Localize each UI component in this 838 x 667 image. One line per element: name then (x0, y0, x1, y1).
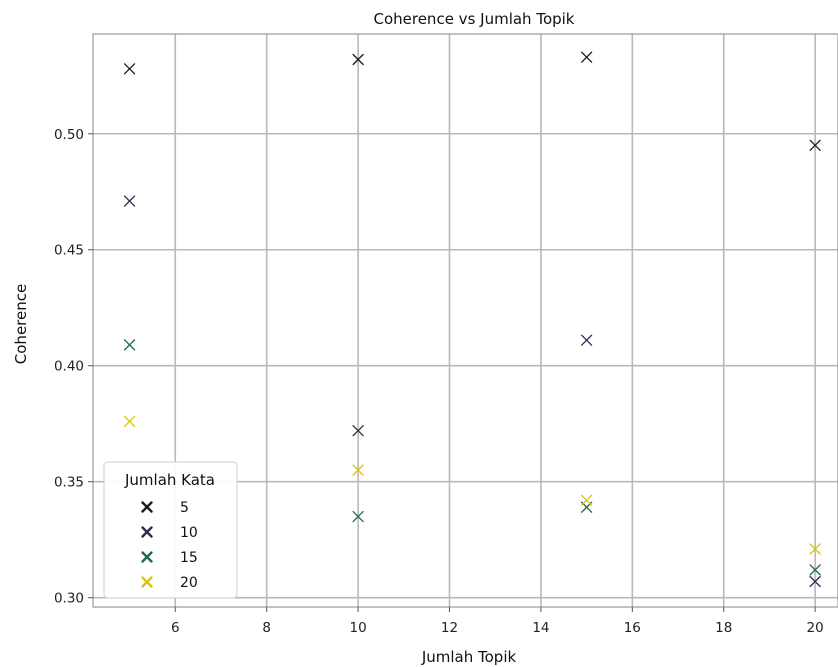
x-axis-ticks: 6 8 10 12 14 16 18 20 (171, 607, 824, 636)
y-tick-label: 0.35 (54, 475, 84, 491)
legend-box (103, 461, 238, 599)
data-point-x-marker (352, 425, 364, 437)
x-tick-label: 20 (807, 620, 824, 636)
legend-title: Jumlah Kata (124, 471, 215, 489)
legend-label: 20 (180, 575, 198, 591)
data-point-x-marker (580, 494, 593, 506)
data-point-x-marker (809, 139, 821, 152)
data-point-x-marker (123, 195, 136, 207)
data-point-x-marker (809, 564, 821, 576)
legend-label: 15 (180, 550, 198, 566)
data-point-x-marker (352, 53, 364, 66)
legend-marker (141, 576, 153, 588)
data-point-x-marker (809, 543, 821, 555)
x-axis-title: Jumlah Topik (421, 648, 517, 666)
x-tick-label: 16 (624, 620, 641, 636)
data-point-x-marker (123, 339, 136, 351)
y-axis-title: Coherence (12, 284, 30, 364)
legend-marker (141, 551, 153, 563)
data-point-x-marker (580, 334, 593, 346)
data-points (123, 51, 821, 588)
x-tick-label: 12 (441, 620, 458, 636)
data-point-x-marker (352, 464, 364, 476)
data-point-x-marker (580, 51, 593, 63)
y-tick-label: 0.50 (54, 127, 84, 143)
data-point-x-marker (352, 510, 364, 523)
y-axis-ticks: 0.30 0.35 0.40 0.45 0.50 (54, 127, 93, 607)
plot-frame (92, 33, 838, 608)
legend-marker (141, 501, 153, 513)
y-tick-label: 0.40 (54, 359, 84, 375)
grid-lines (93, 34, 838, 607)
data-point-x-marker (123, 415, 136, 428)
x-tick-label: 6 (171, 620, 180, 636)
data-point-x-marker (123, 63, 136, 75)
legend: Jumlah Kata 5 10 15 20 (103, 461, 238, 599)
x-tick-label: 18 (715, 620, 732, 636)
x-tick-label: 14 (532, 620, 549, 636)
legend-label: 5 (180, 500, 189, 516)
chart-title: Coherence vs Jumlah Topik (373, 10, 574, 28)
legend-items: 5 10 15 20 (141, 500, 198, 591)
legend-label: 10 (180, 525, 198, 541)
x-tick-label: 8 (262, 620, 271, 636)
x-tick-label: 10 (349, 620, 366, 636)
y-tick-label: 0.45 (54, 243, 84, 259)
y-tick-label: 0.30 (54, 591, 84, 607)
legend-marker (141, 526, 153, 538)
data-point-x-marker (809, 575, 821, 588)
